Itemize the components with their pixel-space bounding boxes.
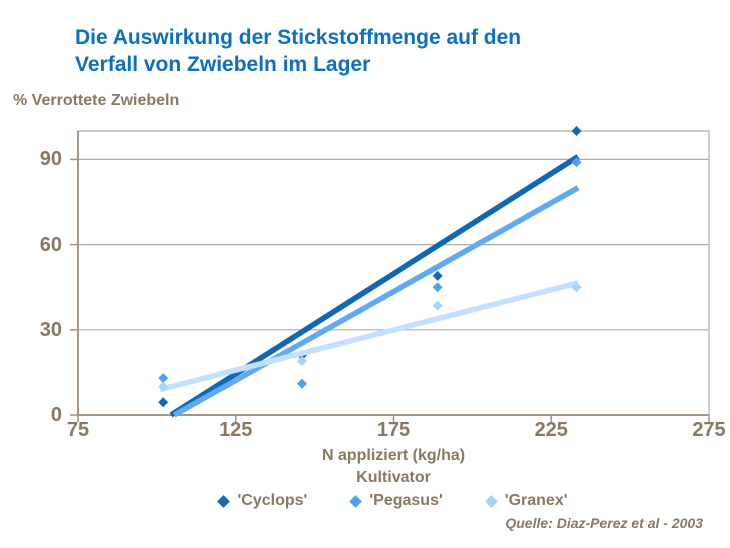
x-tick-label-175: 175	[376, 419, 411, 441]
chart-title-line-2: Verfall von Zwiebeln im Lager	[75, 53, 371, 76]
data-point-Granex-0	[158, 381, 169, 392]
legend-diamond-icon	[217, 494, 231, 508]
data-point-Granex-1	[297, 356, 308, 367]
y-axis-title: % Verrottete Zwiebeln	[13, 92, 180, 109]
x-tick-label-275: 275	[692, 419, 726, 441]
trend-line-Pegasus	[172, 185, 580, 418]
legend-item-Cyclops: 'Cyclops'	[217, 492, 308, 510]
y-tick-label-60: 60	[39, 233, 62, 256]
trend-line-Granex	[159, 280, 579, 393]
data-point-Cyclops-2	[432, 270, 443, 281]
data-point-Granex-3	[571, 282, 582, 293]
chart-title-line-1: Die Auswirkung der Stickstoffmenge auf d…	[75, 26, 522, 49]
data-point-Cyclops-3	[571, 126, 582, 136]
x-axis-title: N appliziert (kg/ha)	[321, 447, 466, 464]
legend-title: Kultivator	[356, 469, 431, 486]
data-point-Pegasus-2	[432, 282, 443, 293]
legend-item-Pegasus: 'Pegasus'	[349, 492, 443, 510]
data-point-Granex-2	[432, 300, 443, 311]
legend: 'Cyclops' 'Pegasus' 'Granex'	[78, 492, 709, 510]
trend-line-Cyclops	[169, 154, 580, 418]
chart-title: Die Auswirkung der Stickstoffmenge auf d…	[75, 24, 521, 78]
y-tick-label-0: 0	[50, 404, 62, 426]
legend-label: 'Granex'	[504, 492, 568, 509]
legend-label: 'Cyclops'	[237, 492, 308, 509]
legend-label: 'Pegasus'	[369, 492, 443, 509]
data-point-Pegasus-3	[571, 157, 582, 168]
y-tick-label-90: 90	[39, 148, 62, 171]
legend-diamond-icon	[484, 494, 498, 508]
x-tick-label-225: 225	[534, 419, 568, 441]
source-note: Quelle: Diaz-Perez et al - 2003	[505, 515, 703, 531]
x-tick-label-125: 125	[219, 419, 253, 441]
data-point-Pegasus-0	[158, 373, 169, 384]
data-point-Cyclops-0	[158, 397, 169, 408]
legend-diamond-icon	[349, 494, 363, 508]
legend-item-Granex: 'Granex'	[484, 492, 568, 510]
x-tick-label-75: 75	[66, 419, 90, 441]
y-tick-label-30: 30	[39, 318, 62, 341]
data-point-Pegasus-1	[297, 378, 308, 389]
